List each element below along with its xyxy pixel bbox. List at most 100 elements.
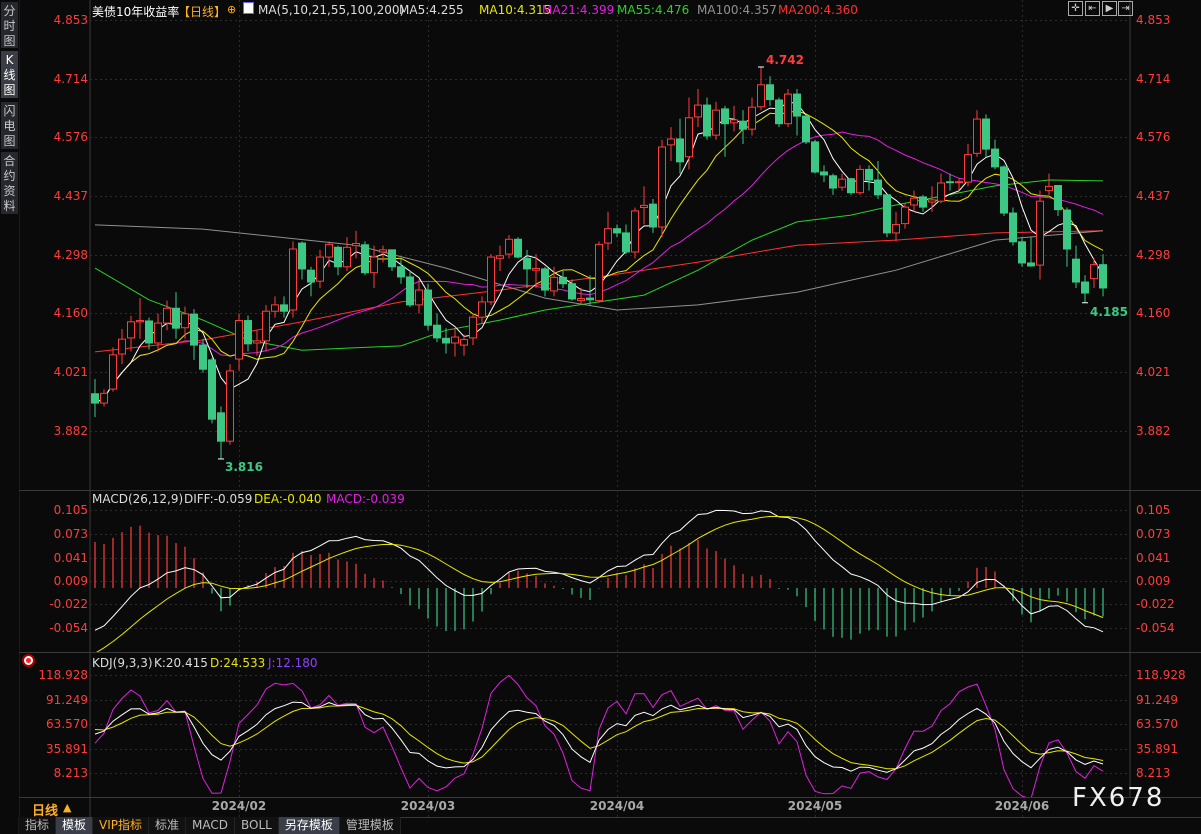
candle-up bbox=[856, 168, 864, 194]
candle-up bbox=[253, 340, 261, 344]
candle-down bbox=[919, 196, 927, 208]
macd-dea-line bbox=[96, 515, 1104, 652]
candle-down bbox=[883, 194, 891, 234]
candle-up bbox=[631, 210, 639, 253]
macd-tick-right: 0.105 bbox=[1136, 503, 1171, 518]
candle-down bbox=[865, 168, 873, 181]
candle-up bbox=[973, 118, 981, 154]
candle-up bbox=[316, 256, 324, 282]
candle-up bbox=[640, 204, 648, 209]
macd-macd-value: MACD:-0.039 bbox=[326, 492, 405, 506]
candle-down bbox=[676, 138, 684, 163]
candle-down bbox=[802, 115, 810, 143]
price-tick-right: 3.882 bbox=[1136, 424, 1171, 439]
price-tick-left: 3.882 bbox=[53, 424, 88, 439]
candle-up bbox=[226, 370, 234, 442]
candle-down bbox=[721, 108, 729, 125]
candle-down bbox=[388, 249, 396, 268]
kdj-params: KDJ(9,3,3) bbox=[92, 656, 153, 670]
move-end-icon[interactable]: ⇥ bbox=[1118, 1, 1133, 16]
crosshair-icon[interactable]: ✛ bbox=[1068, 1, 1083, 16]
candle-down bbox=[244, 320, 252, 345]
candle-down bbox=[982, 118, 990, 150]
last-low-annotation: 4.185 bbox=[1090, 305, 1128, 319]
candle-down bbox=[775, 99, 783, 125]
indicator-settings-icon[interactable] bbox=[24, 656, 33, 665]
price-tick-right: 4.853 bbox=[1136, 13, 1171, 27]
price-tick-left: 4.576 bbox=[53, 130, 88, 145]
period-selector[interactable]: 日线 bbox=[32, 804, 59, 819]
price-tick-left: 4.714 bbox=[53, 71, 88, 86]
candle-up bbox=[127, 321, 135, 339]
candle-down bbox=[1072, 258, 1080, 283]
tab-macd[interactable]: MACD bbox=[186, 817, 236, 834]
candle-down bbox=[298, 242, 306, 270]
macd-tick-left: 0.105 bbox=[53, 503, 88, 518]
candle-up bbox=[487, 256, 495, 303]
candle-down bbox=[199, 344, 207, 370]
candle-up bbox=[604, 228, 612, 244]
kdj-tick-right: 8.213 bbox=[1136, 766, 1171, 780]
candle-down bbox=[361, 244, 369, 274]
kdj-tick-right: 118.928 bbox=[1136, 668, 1186, 683]
candle-down bbox=[613, 228, 621, 234]
play-icon[interactable]: ▶ bbox=[1102, 1, 1117, 16]
candle-up bbox=[1045, 185, 1053, 192]
tab-manage-templates[interactable]: 管理模板 bbox=[339, 817, 401, 834]
candle-up bbox=[154, 322, 162, 344]
candle-up bbox=[964, 154, 972, 183]
bottom-tabbar: 指标 模板 VIP指标 标准 MACD BOLL 另存模板 管理模板 bbox=[19, 817, 401, 834]
macd-tick-left: 0.073 bbox=[53, 526, 88, 541]
chart-type-icon[interactable] bbox=[243, 2, 254, 14]
candle-down bbox=[1009, 212, 1017, 243]
date-tick: 2024/04 bbox=[589, 799, 645, 813]
ma21-value: MA21:4.399 bbox=[542, 3, 615, 17]
candle-up bbox=[415, 289, 423, 306]
price-tick-left: 4.021 bbox=[53, 365, 88, 380]
macd-tick-left: 0.041 bbox=[53, 550, 88, 565]
candle-up bbox=[451, 336, 459, 344]
candle-up bbox=[370, 256, 378, 274]
candle-up bbox=[838, 178, 846, 188]
candle-down bbox=[622, 232, 630, 253]
kdj-d-line bbox=[94, 704, 1104, 770]
target-icon[interactable]: ⊕ bbox=[227, 3, 237, 16]
candle-up bbox=[595, 243, 603, 302]
candle-down bbox=[334, 246, 342, 268]
tab-vip-indicators[interactable]: VIP指标 bbox=[93, 817, 150, 834]
candles bbox=[91, 66, 1107, 459]
sidebar-item-timeshare[interactable]: 分时图 bbox=[1, 2, 18, 48]
candle-down bbox=[811, 141, 819, 173]
candle-down bbox=[91, 393, 99, 404]
tab-templates[interactable]: 模板 bbox=[56, 817, 94, 834]
sidebar-item-flash[interactable]: 闪电图 bbox=[1, 102, 18, 149]
candle-down bbox=[1018, 241, 1026, 264]
candle-up bbox=[937, 182, 945, 202]
candle-up bbox=[730, 119, 738, 124]
price-tick-right: 4.160 bbox=[1136, 306, 1171, 321]
period-up-arrow-icon[interactable]: ▲ bbox=[63, 801, 72, 814]
kdj-tick-right: 63.570 bbox=[1136, 717, 1178, 731]
tab-save-template[interactable]: 另存模板 bbox=[278, 817, 340, 834]
candle-up bbox=[784, 93, 792, 125]
candle-up bbox=[181, 313, 189, 329]
tab-boll[interactable]: BOLL bbox=[235, 817, 279, 834]
candle-up bbox=[694, 104, 702, 118]
tab-standard[interactable]: 标准 bbox=[149, 817, 187, 834]
candle-up bbox=[118, 338, 126, 355]
tab-indicators[interactable]: 指标 bbox=[19, 817, 57, 834]
price-tick-right: 4.021 bbox=[1136, 365, 1171, 380]
candle-down bbox=[946, 181, 954, 184]
macd-tick-left: 0.009 bbox=[53, 574, 88, 589]
price-tick-left: 4.437 bbox=[53, 189, 88, 204]
sidebar-item-contract-info[interactable]: 合约资料 bbox=[1, 152, 18, 214]
macd-tick-right: -0.022 bbox=[1136, 597, 1175, 612]
candle-down bbox=[424, 289, 432, 326]
move-left-icon[interactable]: ⇤ bbox=[1085, 1, 1100, 16]
candle-down bbox=[145, 320, 153, 344]
candle-down bbox=[172, 307, 180, 329]
candle-down bbox=[1099, 264, 1107, 289]
sidebar-item-kline[interactable]: K线图 bbox=[1, 51, 18, 98]
candle-up bbox=[667, 138, 675, 146]
